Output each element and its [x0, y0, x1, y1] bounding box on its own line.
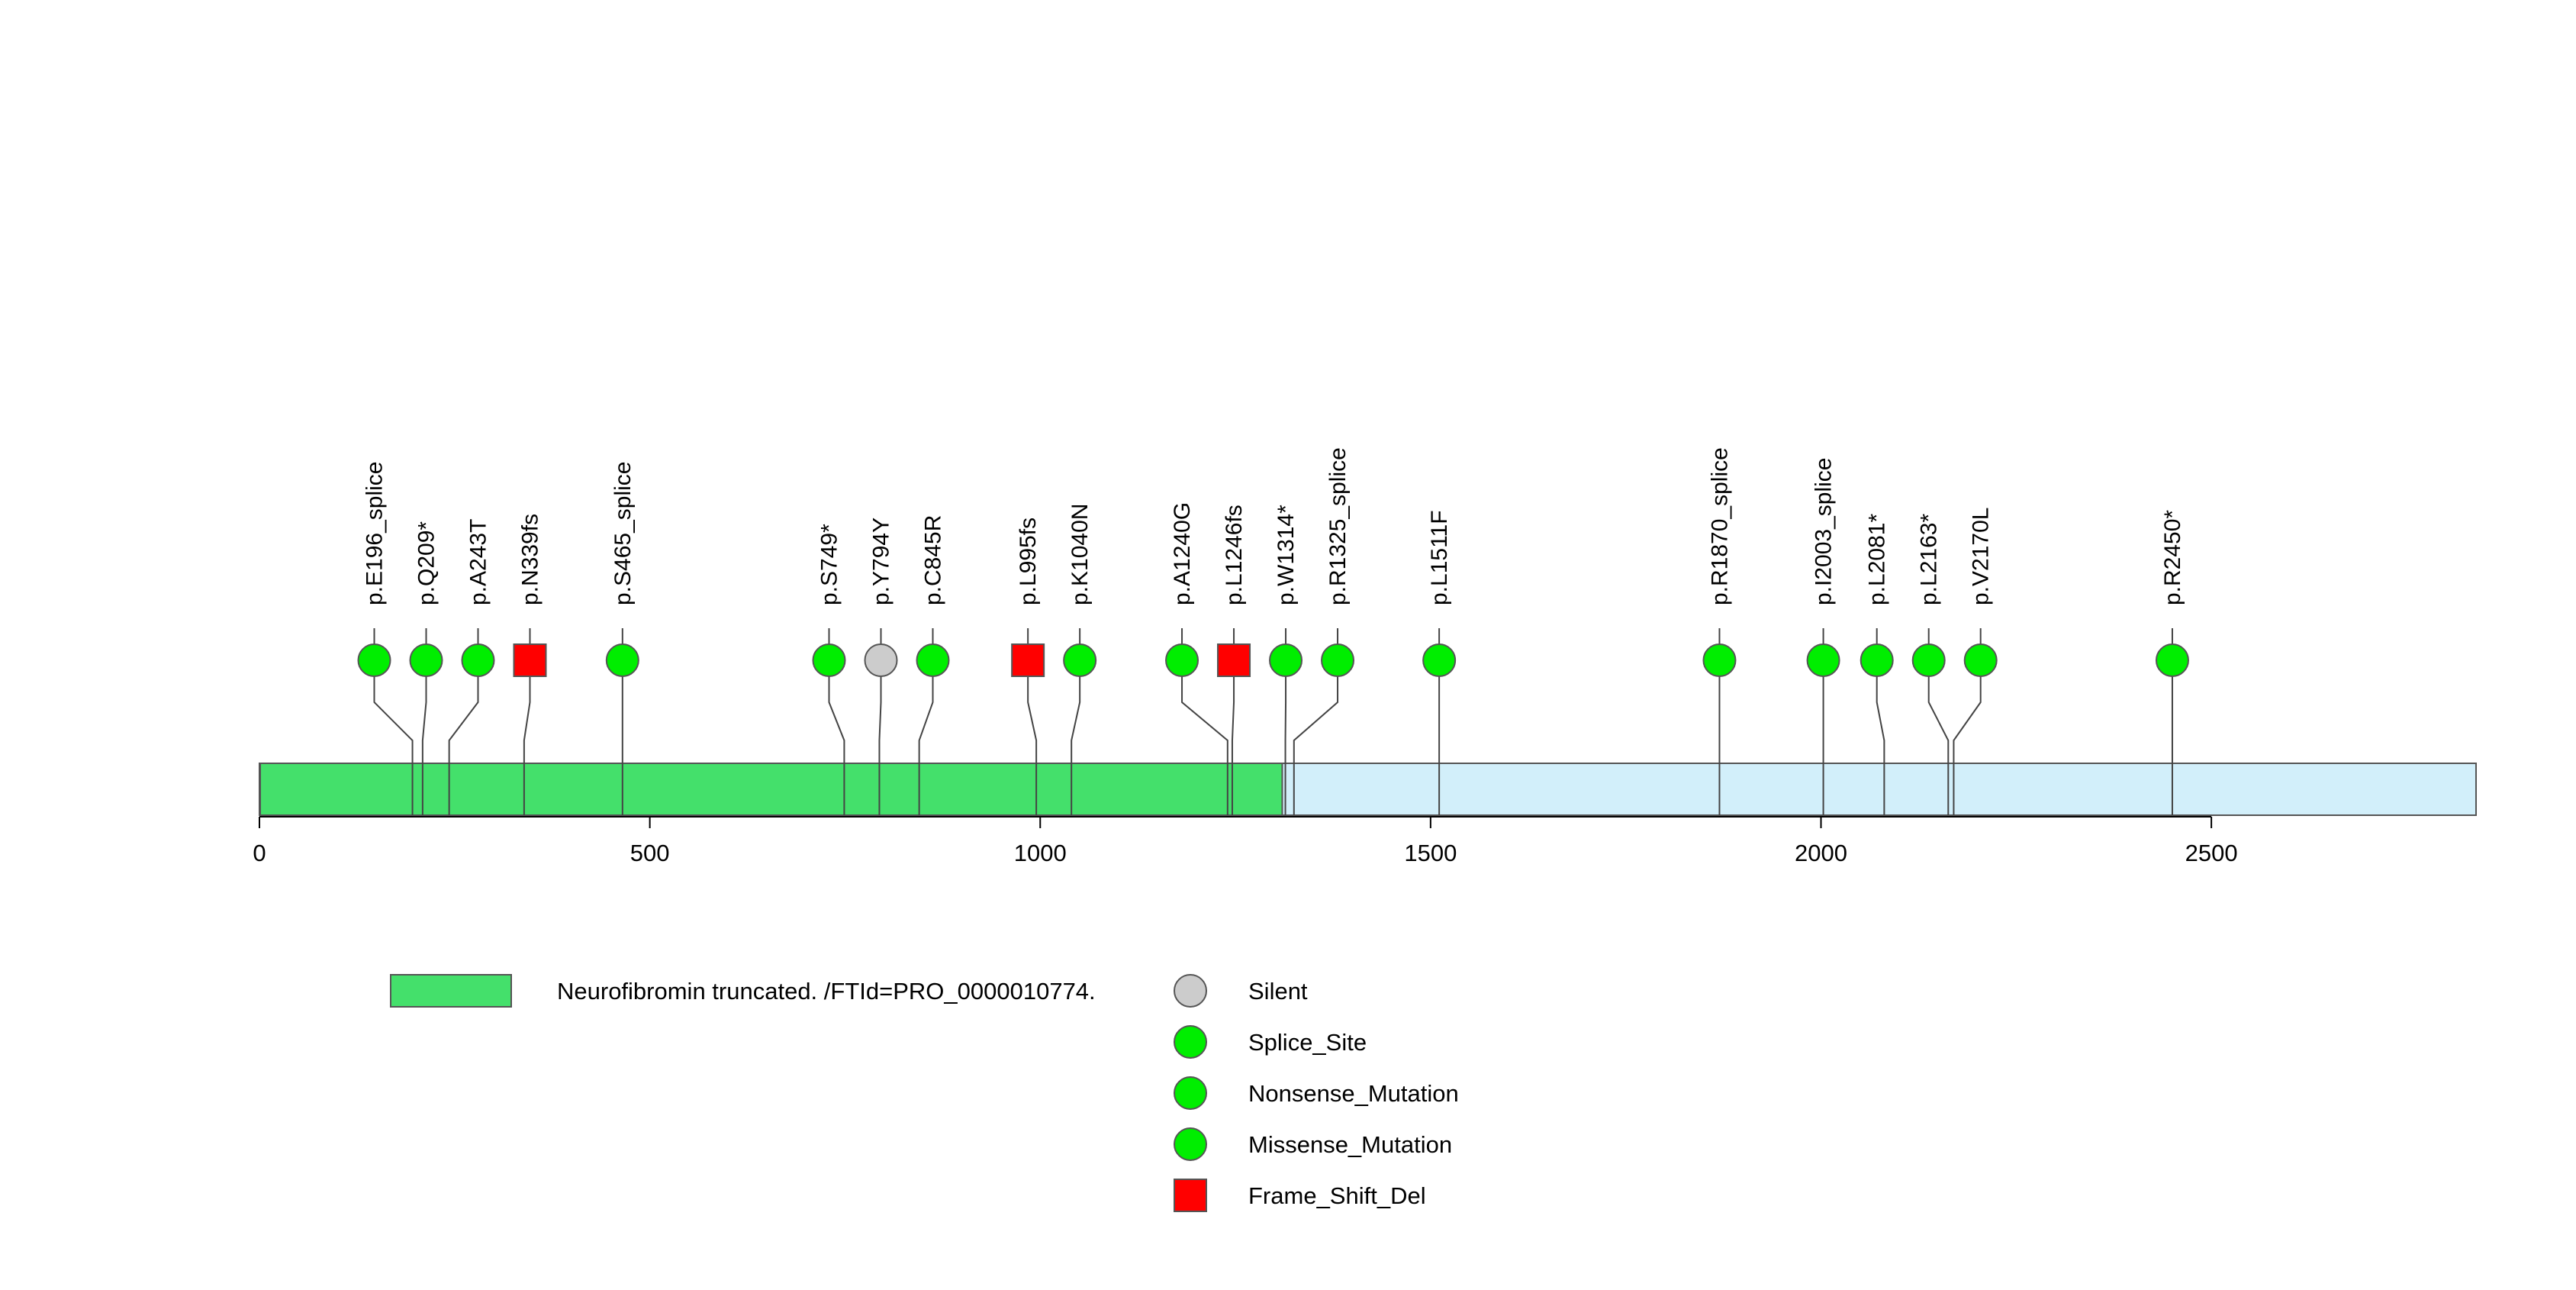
legend-swatch-splice-site [1174, 1025, 1207, 1059]
label-p-w1314: p.W1314* [1274, 505, 1299, 605]
marker-p-l2081 [1860, 643, 1894, 677]
stem-p-l2081 [1876, 660, 1885, 815]
label-p-l1511f: p.L1511F [1427, 510, 1452, 605]
label-p-r1325-splice: p.R1325_splice [1325, 447, 1351, 605]
x-tick-label-0: 0 [253, 840, 266, 866]
label-p-c845r: p.C845R [921, 515, 946, 605]
marker-p-a243t [461, 643, 495, 677]
marker-p-l1246fs [1217, 643, 1251, 677]
marker-p-q209 [409, 643, 443, 677]
marker-p-r1870-splice [1702, 643, 1737, 677]
legend-domain-swatch-0 [390, 974, 512, 1008]
legend-label-silent: Silent [1248, 978, 1308, 1005]
x-tick-label-1500: 1500 [1404, 840, 1457, 866]
label-p-l2163: p.L2163* [1917, 514, 1942, 605]
legend-swatch-nonsense-mutation [1174, 1076, 1207, 1110]
label-p-a1240g: p.A1240G [1170, 502, 1195, 605]
legend-label-missense-mutation: Missense_Mutation [1248, 1131, 1452, 1158]
label-p-v2170l: p.V2170L [1969, 508, 1994, 605]
label-p-y794y: p.Y794Y [869, 518, 894, 605]
stem-p-k1040n [1071, 660, 1081, 815]
legend-label-frame-shift-del: Frame_Shift_Del [1248, 1182, 1426, 1209]
x-tick-label-1000: 1000 [1014, 840, 1067, 866]
x-tick-label-500: 500 [630, 840, 670, 866]
marker-p-s465-splice [605, 643, 639, 677]
marker-p-e196-splice [357, 643, 391, 677]
marker-p-w1314 [1269, 643, 1303, 677]
label-p-e196-splice: p.E196_splice [362, 462, 387, 605]
marker-p-s749 [812, 643, 846, 677]
domain-0 [259, 763, 1283, 816]
label-p-i2003-splice: p.I2003_splice [1811, 458, 1837, 605]
marker-p-l995fs [1011, 643, 1045, 677]
stem-p-c845r [918, 660, 934, 815]
marker-p-a1240g [1165, 643, 1199, 677]
mutation-markers: p.E196_splice p.Q209* p.A243T p.N339fs p.S46… [357, 447, 2189, 815]
stem-p-a243t [448, 660, 479, 815]
stem-p-r1325-splice [1293, 660, 1339, 815]
marker-p-i2003-splice [1806, 643, 1840, 677]
label-p-a243t: p.A243T [465, 519, 491, 605]
marker-p-r1325-splice [1321, 643, 1355, 677]
label-p-k1040n: p.K1040N [1067, 504, 1093, 605]
x-axis: 0 500 1000 1500 2000 2500 [253, 816, 2238, 866]
marker-p-r2450 [2155, 643, 2189, 677]
label-p-q209: p.Q209* [414, 521, 439, 605]
label-p-r1870-splice: p.R1870_splice [1707, 447, 1732, 605]
legend-label-splice-site: Splice_Site [1248, 1029, 1367, 1056]
marker-p-c845r [916, 643, 950, 677]
protein-track [259, 763, 2477, 816]
label-p-s749: p.S749* [817, 524, 842, 605]
stem-p-n339fs [523, 660, 531, 815]
label-p-l995fs: p.L995fs [1016, 518, 1041, 605]
legend-swatch-frame-shift-del [1174, 1179, 1207, 1212]
marker-p-y794y [864, 643, 898, 677]
x-tick-label-2500: 2500 [2185, 840, 2238, 866]
label-p-l1246fs: p.L1246fs [1222, 505, 1247, 605]
legend-swatch-silent [1174, 974, 1207, 1008]
stem-p-a1240g [1181, 660, 1228, 815]
stem-p-e196-splice [373, 660, 414, 815]
x-tick-label-2000: 2000 [1795, 840, 1847, 866]
label-p-s465-splice: p.S465_splice [610, 462, 636, 605]
stem-p-v2170l [1953, 660, 1982, 815]
label-p-n339fs: p.N339fs [517, 514, 543, 605]
legend: Neurofibromin truncated. /FTId=PRO_00000… [390, 974, 1459, 1212]
marker-p-l1511f [1422, 643, 1457, 677]
legend-label-nonsense-mutation: Nonsense_Mutation [1248, 1080, 1459, 1107]
marker-p-v2170l [1963, 643, 1998, 677]
stem-p-q209 [421, 660, 427, 815]
marker-p-n339fs [513, 643, 547, 677]
stem-p-y794y [878, 660, 882, 815]
stem-p-l1246fs [1231, 660, 1235, 815]
legend-domain-label-0: Neurofibromin truncated. /FTId=PRO_00000… [557, 978, 1096, 1005]
stem-p-l995fs [1027, 660, 1038, 815]
stem-p-l2163 [1927, 660, 1950, 815]
label-p-l2081: p.L2081* [1865, 514, 1890, 605]
legend-swatch-missense-mutation [1174, 1127, 1207, 1161]
stem-p-s749 [828, 660, 845, 815]
label-p-r2450: p.R2450* [2160, 510, 2185, 605]
marker-p-k1040n [1063, 643, 1097, 677]
marker-p-l2163 [1911, 643, 1946, 677]
